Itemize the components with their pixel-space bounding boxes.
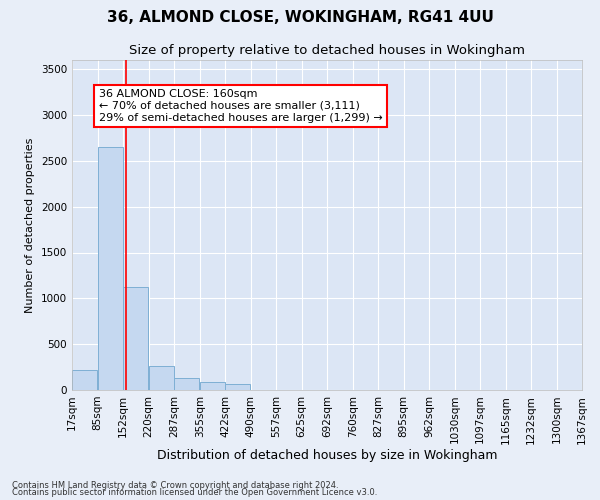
Bar — [73, 370, 97, 390]
Bar — [124, 288, 148, 390]
Text: Contains public sector information licensed under the Open Government Licence v3: Contains public sector information licen… — [12, 488, 377, 497]
Y-axis label: Number of detached properties: Number of detached properties — [25, 138, 35, 312]
Bar — [226, 384, 250, 390]
Bar — [200, 382, 224, 390]
Text: 36 ALMOND CLOSE: 160sqm
← 70% of detached houses are smaller (3,111)
29% of semi: 36 ALMOND CLOSE: 160sqm ← 70% of detache… — [99, 90, 383, 122]
X-axis label: Distribution of detached houses by size in Wokingham: Distribution of detached houses by size … — [157, 449, 497, 462]
Title: Size of property relative to detached houses in Wokingham: Size of property relative to detached ho… — [129, 44, 525, 58]
Bar — [149, 366, 173, 390]
Text: 36, ALMOND CLOSE, WOKINGHAM, RG41 4UU: 36, ALMOND CLOSE, WOKINGHAM, RG41 4UU — [107, 10, 493, 25]
Bar — [175, 378, 199, 390]
Bar — [98, 147, 122, 390]
Text: Contains HM Land Registry data © Crown copyright and database right 2024.: Contains HM Land Registry data © Crown c… — [12, 480, 338, 490]
